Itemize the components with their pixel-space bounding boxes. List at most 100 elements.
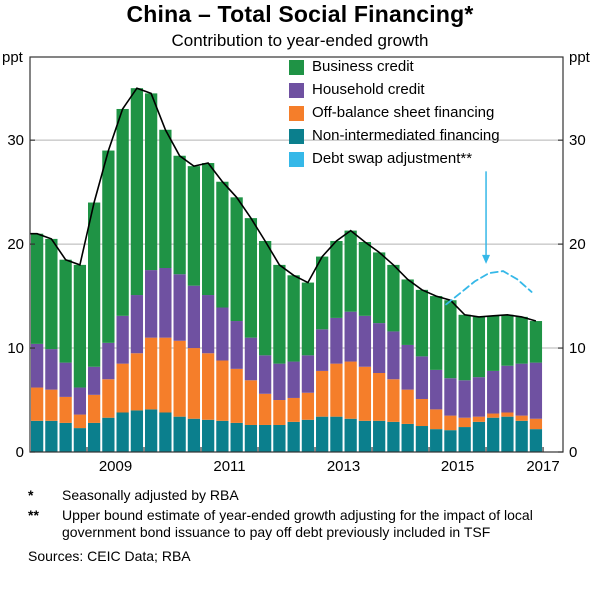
bar-segment — [73, 414, 87, 429]
bar-segment — [273, 264, 286, 364]
bar-segment — [401, 389, 414, 424]
bar-segment — [344, 311, 357, 362]
legend-label: Business credit — [312, 58, 414, 75]
bar-segment — [529, 321, 543, 363]
y-tick-label-right: 10 — [569, 340, 586, 357]
bar-segment — [259, 424, 272, 452]
bar-segment — [130, 410, 144, 452]
bar-segment — [415, 356, 429, 399]
bar-segment — [31, 343, 44, 388]
bar-segment — [330, 317, 343, 364]
bar-segment — [116, 315, 129, 364]
y-tick-label-left: 0 — [16, 444, 24, 461]
bar-segment — [130, 88, 144, 296]
bar-segment — [487, 417, 500, 452]
bar-segment — [515, 316, 528, 364]
chart-subtitle: Contribution to year-ended growth — [171, 31, 429, 50]
bar-segment — [202, 295, 215, 354]
bar-segment — [116, 412, 129, 452]
bar-segment — [387, 421, 400, 452]
debt-swap-line — [445, 270, 533, 306]
bar-segment — [458, 427, 471, 452]
bar-segment — [515, 415, 528, 421]
bar-segment — [344, 418, 357, 452]
chart-title: China – Total Social Financing* — [126, 1, 474, 27]
bar-segment — [230, 422, 243, 452]
bar-segment — [316, 416, 329, 452]
bar-segment — [458, 417, 471, 428]
bar-segment — [415, 398, 429, 427]
bar-segment — [173, 155, 186, 275]
bar-segment — [202, 353, 215, 420]
bar-segment — [73, 264, 87, 388]
bar-segment — [273, 400, 286, 425]
bar-segment — [159, 268, 172, 338]
bar-segment — [31, 233, 44, 344]
bar-segment — [259, 240, 272, 356]
bar-segment — [216, 360, 229, 421]
footnotes: * Seasonally adjusted by RBA ** Upper bo… — [28, 487, 576, 564]
bar-segment — [458, 314, 471, 381]
bar-segment — [31, 387, 44, 421]
bar-segment — [59, 422, 72, 452]
bar-segment — [73, 387, 87, 415]
bar-segment — [501, 314, 514, 366]
bar-segment — [59, 396, 72, 423]
bar-segment — [415, 426, 429, 452]
bar-segment — [159, 412, 172, 452]
off-balance-sheet-swatch-icon — [289, 105, 304, 121]
y-tick-label-right: 0 — [569, 444, 577, 461]
x-tick-label: 2017 — [526, 458, 559, 475]
bar-segment — [187, 348, 201, 419]
bar-segment — [230, 368, 243, 423]
bar-segment — [529, 429, 543, 452]
bar-segment — [444, 430, 457, 452]
bar-segment — [145, 93, 158, 271]
bar-segment — [358, 366, 372, 421]
x-tick-label: 2009 — [99, 458, 132, 475]
y-unit-right: ppt — [569, 49, 591, 66]
bar-segment — [430, 369, 443, 410]
bar-segment — [373, 420, 386, 452]
bar-segment — [216, 181, 229, 308]
annotation-arrow-head-icon — [482, 254, 491, 264]
bar-segment — [244, 337, 258, 381]
bar-segment — [102, 342, 115, 380]
bar-segment — [102, 150, 115, 343]
bar-segment — [501, 412, 514, 417]
bar-segment — [401, 344, 414, 390]
bar-segment — [173, 416, 186, 452]
bar-segment — [529, 362, 543, 419]
bar-segment — [216, 307, 229, 361]
footnote-2-marker: ** — [28, 507, 39, 523]
legend-item-non-intermediated: Non-intermediated financing — [289, 128, 500, 144]
bar-segment — [88, 202, 101, 367]
legend-label: Household credit — [312, 81, 425, 98]
bar-segment — [273, 424, 286, 452]
bar-segment — [45, 349, 58, 390]
bar-segment — [130, 353, 144, 411]
bar-segment — [316, 370, 329, 417]
y-tick-label-right: 20 — [569, 236, 586, 253]
bar-segment — [187, 166, 201, 286]
bar-segment — [102, 417, 115, 452]
bar-segment — [487, 315, 500, 371]
bar-segment — [373, 323, 386, 373]
legend-label: Non-intermediated financing — [312, 127, 500, 144]
bar-segment — [287, 361, 300, 398]
bar-segment — [259, 393, 272, 425]
bar-segment — [529, 418, 543, 430]
household-credit-swatch-icon — [289, 82, 304, 98]
bar-segment — [102, 379, 115, 418]
bar-segment — [45, 420, 58, 452]
debt-swap-swatch-icon — [289, 151, 304, 167]
bar-segment — [430, 409, 443, 430]
x-tick-label: 2011 — [213, 458, 245, 475]
bar-segment — [244, 218, 258, 338]
legend-label: Debt swap adjustment** — [312, 150, 473, 167]
bar-segment — [273, 363, 286, 401]
bar-segment — [287, 397, 300, 422]
bar-segment — [515, 363, 528, 416]
bar-segment — [45, 389, 58, 421]
bar-segment — [472, 416, 486, 422]
